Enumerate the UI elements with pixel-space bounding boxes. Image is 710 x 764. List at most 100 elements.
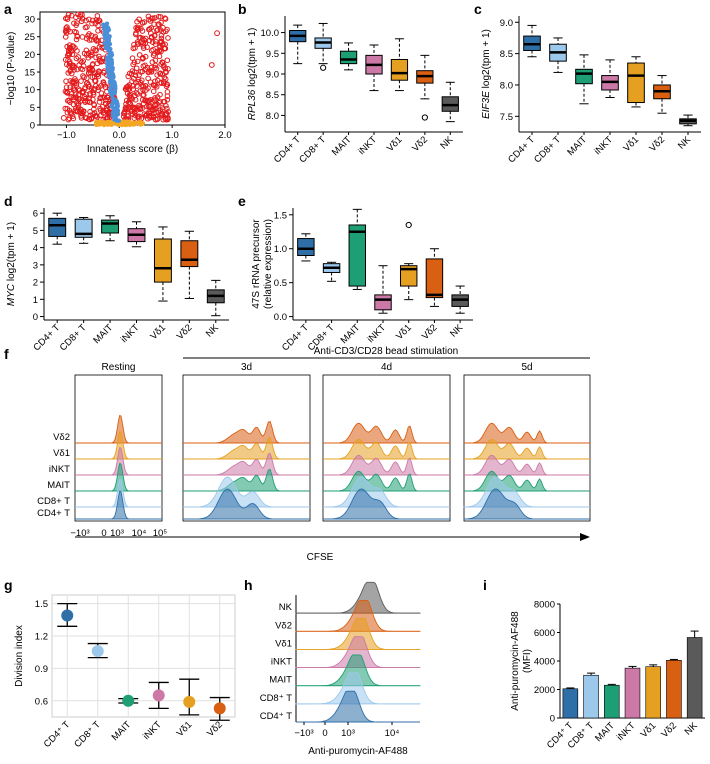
x-tick-label: Vδ2: [647, 134, 667, 154]
x-tick-label: −1.0: [57, 130, 76, 141]
y-axis-gene: RPL36: [247, 89, 258, 120]
point-significant: [161, 80, 167, 87]
outlier-point: [421, 114, 428, 121]
x-tick-label: iNKT: [592, 134, 615, 157]
point-ribosomal: [114, 100, 120, 106]
y-axis-label-1: 47S rRNA precursor: [251, 219, 262, 309]
point-nonsignificant: [124, 119, 129, 125]
subpanel-title: Resting: [102, 362, 136, 373]
histogram-Vδ1: [183, 436, 310, 460]
point-significant: [165, 114, 171, 121]
histogram-Vδ1: [464, 438, 590, 460]
x-tick-label: Vδ1: [148, 322, 168, 342]
outlier-point: [405, 221, 412, 229]
x-tick-label: Vδ1: [385, 134, 405, 154]
point-ribosomal: [112, 90, 117, 96]
histogram-iNKT: [323, 454, 450, 476]
histogram-Vδ1: [323, 438, 450, 460]
point-significant: [91, 73, 98, 80]
x-tick-label: MAIT: [91, 322, 115, 346]
row-label: NK: [279, 602, 293, 613]
y-tick-label: 4: [33, 243, 38, 254]
y-tick-label: 25: [24, 32, 35, 43]
point-significant: [66, 58, 73, 65]
x-tick-label: iNKT: [119, 322, 142, 345]
panel-a-volcano: −1.0 0.0 1.0 2.0 0 5 10 15 20 25 30 Innateness scor…: [6, 11, 232, 155]
point-significant: [164, 105, 170, 112]
point-significant: [164, 89, 171, 95]
point-outlier: [208, 62, 215, 68]
point-significant: [74, 33, 80, 39]
x-tick-label: MAIT: [110, 719, 134, 743]
histogram-CD8+ T: [75, 478, 162, 508]
point-ribosomal: [103, 45, 108, 51]
histogram-MAIT: [183, 468, 310, 492]
y-tick-label: 9.5: [266, 49, 279, 60]
y-tick-label: 8.0: [266, 111, 279, 122]
point-significant: [151, 21, 157, 27]
point-ribosomal: [107, 34, 112, 40]
x-tick-label: 10³: [110, 528, 124, 539]
x-tick-label: Vδ1: [639, 720, 659, 740]
y-tick-label: 5: [30, 103, 35, 114]
x-tick-label: MAIT: [565, 134, 589, 158]
point-significant: [162, 65, 169, 72]
point-significant: [87, 109, 93, 115]
point-significant: [159, 111, 166, 118]
box-Vδ1: [153, 238, 172, 283]
x-tick-label: 0: [322, 728, 327, 739]
point-significant: [65, 11, 72, 18]
point-significant: [76, 87, 83, 94]
y-tick-label: 5: [33, 226, 38, 237]
point-significant: [165, 35, 171, 41]
point-significant: [62, 15, 69, 22]
x-tick-label: Vδ2: [659, 720, 679, 740]
y-tick-label: 15: [24, 68, 35, 79]
point-significant: [145, 75, 151, 82]
point-significant: [151, 110, 157, 117]
bar-NK: [686, 637, 703, 719]
point-significant: [162, 16, 169, 22]
histogram-frame: [463, 374, 591, 522]
y-tick-label: 6: [33, 209, 38, 220]
point-significant: [130, 61, 136, 68]
point-significant: [92, 35, 98, 42]
point-ribosomal: [109, 104, 115, 109]
y-tick-label: 2000: [534, 685, 555, 696]
x-tick-label: CD4+ T: [506, 134, 537, 165]
point-significant: [81, 86, 88, 92]
histogram-frame: [182, 374, 311, 522]
y-axis-gene: EIF3E: [481, 91, 492, 119]
point-significant: [146, 37, 153, 44]
point-significant: [69, 113, 76, 119]
x-tick-label: NK: [448, 322, 466, 340]
y-tick-label: 30: [24, 15, 35, 26]
histogram-Vδ2: [464, 422, 590, 444]
point-significant: [86, 67, 92, 73]
point-significant: [98, 112, 104, 118]
point-significant: [132, 72, 139, 79]
point-significant: [77, 12, 84, 18]
point-significant: [158, 32, 165, 39]
point-significant: [139, 20, 146, 26]
point-significant: [139, 28, 146, 34]
point-significant: [68, 110, 75, 117]
point-significant: [144, 103, 150, 110]
point-significant: [153, 84, 160, 90]
point-CD4⁺ T: [61, 609, 74, 622]
box-Vδ2: [180, 240, 199, 268]
subpanel-title: 4d: [381, 362, 392, 373]
panel-g-division-index: 0.6 0.9 1.2 1.5 CD4⁺ T CD8⁺ T MAIT iNKT Vδ1 Vδ2 Di…: [14, 594, 236, 750]
y-axis-label-1: Anti-puromycin-AF488: [510, 611, 521, 711]
point-significant: [161, 64, 167, 70]
point-significant: [80, 73, 86, 79]
point-significant: [62, 105, 69, 112]
y-tick-label: 4000: [534, 657, 555, 668]
point-significant: [66, 42, 73, 48]
point-significant: [151, 97, 157, 104]
x-tick-label: Vδ2: [205, 719, 225, 739]
point-significant: [148, 47, 155, 54]
panel-f-letter: f: [4, 346, 9, 362]
point-significant: [62, 28, 69, 35]
y-tick-label: 0.6: [35, 696, 48, 707]
